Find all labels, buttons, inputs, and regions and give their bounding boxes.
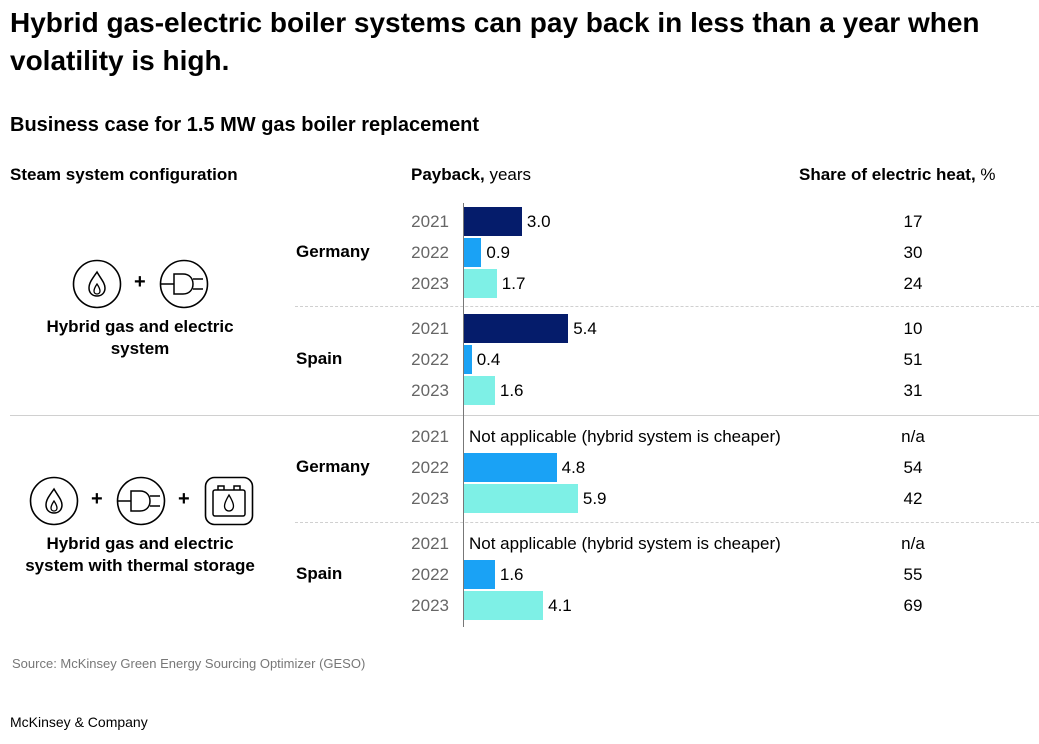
- payback-value-label: 1.7: [501, 274, 526, 293]
- year-label: 2022: [411, 350, 449, 369]
- country-label: Spain: [296, 349, 343, 368]
- country-label: Germany: [296, 242, 370, 261]
- group-separator: [295, 522, 1039, 523]
- year-label: 2023: [411, 274, 449, 293]
- payback-value-label: 4.1: [548, 596, 572, 615]
- thermal-storage-icon: [204, 476, 254, 526]
- year-label: 2022: [411, 243, 449, 262]
- payback-bar: [464, 207, 522, 236]
- year-label: 2021: [411, 534, 449, 553]
- config-column-header: Steam system configuration: [10, 165, 238, 184]
- year-label: 2023: [411, 489, 449, 508]
- not-applicable-label: Not applicable (hybrid system is cheaper…: [469, 427, 781, 446]
- share-value: 51: [903, 350, 923, 369]
- payback-bar: [464, 453, 557, 482]
- payback-bar: [464, 484, 578, 513]
- share-value: 17: [903, 212, 923, 231]
- plus-sign: +: [134, 271, 146, 293]
- plug-icon: [116, 476, 166, 526]
- year-label: 2021: [411, 319, 449, 338]
- chart-subtitle: Business case for 1.5 MW gas boiler repl…: [10, 114, 480, 136]
- payback-value-label: 1.6: [499, 381, 524, 400]
- share-value: 55: [903, 565, 923, 584]
- payback-bar: [464, 376, 495, 405]
- payback-column-header: Payback, years: [411, 165, 532, 184]
- payback-bar: [464, 560, 495, 589]
- chart-title: Hybrid gas-electric boiler systems can p…: [10, 7, 980, 76]
- share-value: 69: [903, 596, 923, 615]
- flame-icon: [29, 476, 79, 526]
- share-value: 54: [903, 458, 923, 477]
- year-label: 2022: [411, 565, 449, 584]
- payback-value-label: 5.9: [582, 489, 607, 508]
- payback-axis-line: [463, 203, 464, 627]
- year-label: 2021: [411, 427, 449, 446]
- plus-sign: +: [178, 488, 190, 510]
- plug-icon: [159, 259, 209, 309]
- payback-bar: [464, 269, 497, 298]
- source-note: Source: McKinsey Green Energy Sourcing O…: [12, 656, 366, 671]
- plus-sign: +: [91, 488, 103, 510]
- payback-value-label: 0.9: [486, 243, 510, 262]
- payback-value-label: 5.4: [573, 319, 597, 338]
- country-label: Germany: [296, 457, 370, 476]
- config-label-hybrid-storage: Hybrid gas and electric system with therm…: [25, 534, 255, 575]
- payback-bar: [464, 314, 569, 343]
- year-label: 2023: [411, 596, 449, 615]
- share-value: 10: [903, 319, 923, 338]
- not-applicable-label: Not applicable (hybrid system is cheaper…: [469, 534, 781, 553]
- share-value: n/a: [901, 427, 925, 446]
- share-value: 42: [903, 489, 923, 508]
- share-value: 30: [903, 243, 923, 262]
- brand-footer: McKinsey & Company: [10, 714, 148, 730]
- year-label: 2023: [411, 381, 449, 400]
- payback-value-label: 1.6: [499, 565, 524, 584]
- config-separator: [10, 415, 1039, 416]
- share-value: 31: [903, 381, 923, 400]
- flame-icon: [72, 259, 122, 309]
- year-label: 2022: [411, 458, 449, 477]
- payback-bar: [464, 238, 482, 267]
- payback-bar: [464, 591, 544, 620]
- payback-value-label: 4.8: [561, 458, 586, 477]
- country-label: Spain: [296, 564, 343, 583]
- payback-value-label: 3.0: [526, 212, 551, 231]
- share-value: n/a: [901, 534, 925, 553]
- config-label-hybrid: Hybrid gas and electric system: [46, 317, 234, 358]
- year-label: 2021: [411, 212, 449, 231]
- share-column-header: Share of electric heat, %: [799, 165, 996, 184]
- group-separator: [295, 306, 1039, 307]
- payback-bar: [464, 345, 472, 374]
- payback-value-label: 0.4: [476, 350, 501, 369]
- share-value: 24: [903, 274, 923, 293]
